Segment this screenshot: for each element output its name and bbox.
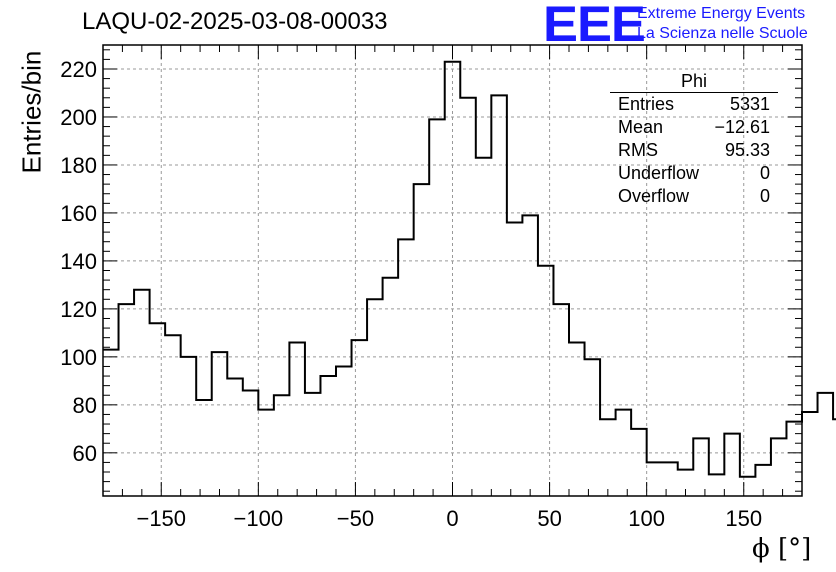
histogram-bin xyxy=(352,340,368,496)
histogram-bin xyxy=(227,378,243,496)
y-tick-label: 100 xyxy=(60,345,97,370)
histogram-bin xyxy=(398,239,414,496)
stats-row-mean: Mean −12.61 xyxy=(610,116,778,139)
logo-caption-line1: Extreme Energy Events xyxy=(637,5,806,22)
stats-box: Phi Entries 5331 Mean −12.61 RMS 95.33 U… xyxy=(610,70,778,208)
stats-value: 0 xyxy=(759,186,770,206)
histogram-bin xyxy=(476,158,492,496)
histogram-bin xyxy=(119,304,135,496)
stats-value: 95.33 xyxy=(724,140,770,160)
x-tick-label: 50 xyxy=(537,506,561,531)
stats-label: Underflow xyxy=(618,163,700,183)
x-tick-label: −50 xyxy=(337,506,374,531)
histogram-bin xyxy=(647,462,663,496)
y-tick-label: 220 xyxy=(60,57,97,82)
histogram-bin xyxy=(755,465,771,496)
histogram-bin xyxy=(367,299,383,496)
logo-caption: Extreme Energy Events La Scienza nelle S… xyxy=(637,4,808,44)
histogram-bin xyxy=(538,266,554,496)
stats-row-overflow: Overflow 0 xyxy=(610,185,778,208)
histogram-bin xyxy=(771,438,787,496)
histogram-bin xyxy=(196,400,212,496)
histogram-bin xyxy=(383,278,399,496)
plot-frame xyxy=(102,44,803,497)
histogram-bin xyxy=(786,422,802,496)
histogram-bin xyxy=(181,357,197,496)
histogram-bin xyxy=(103,350,119,496)
histogram-bin xyxy=(616,410,632,496)
x-tick-label: 0 xyxy=(446,506,458,531)
histogram-bin xyxy=(134,290,150,496)
y-tick-label: 180 xyxy=(60,153,97,178)
histogram-bin xyxy=(165,335,181,496)
histogram-bin xyxy=(709,474,725,496)
histogram-bin xyxy=(274,395,290,496)
histogram-bin xyxy=(414,184,430,496)
histogram-bin xyxy=(631,429,647,496)
x-axis-label: ϕ [°] xyxy=(752,534,812,564)
stats-label: Mean xyxy=(618,117,664,137)
histogram-bin xyxy=(569,342,585,496)
histogram-bin xyxy=(320,376,336,496)
histogram-bin xyxy=(678,470,694,496)
histogram-bin xyxy=(258,410,274,496)
y-tick-label: 160 xyxy=(60,201,97,226)
x-tick-label: −100 xyxy=(234,506,284,531)
histogram-bin xyxy=(662,462,678,496)
x-tick-label: −150 xyxy=(136,506,186,531)
histogram-bin xyxy=(818,393,834,496)
histogram-bin xyxy=(289,342,305,496)
histogram-bin xyxy=(445,62,461,496)
x-tick-label: 150 xyxy=(725,506,762,531)
histogram-bin xyxy=(212,352,228,496)
histogram-bin xyxy=(553,304,569,496)
histogram-bin xyxy=(585,359,601,496)
histogram-bin xyxy=(460,98,476,496)
stats-label: Entries xyxy=(618,94,675,114)
stats-label: Overflow xyxy=(618,186,690,206)
histogram-bin xyxy=(802,412,818,496)
histogram-bin xyxy=(600,419,616,496)
histogram-bin xyxy=(522,215,538,496)
stats-value: −12.61 xyxy=(714,117,770,137)
histogram-bin xyxy=(740,477,756,496)
histogram-line xyxy=(103,60,836,478)
x-tick-label: 100 xyxy=(628,506,665,531)
histogram-bin xyxy=(336,366,352,496)
y-tick-label: 60 xyxy=(73,441,97,466)
histogram-bin xyxy=(491,95,507,496)
histogram-bin xyxy=(243,390,259,496)
stats-row-entries: Entries 5331 xyxy=(610,93,778,116)
histogram-bin xyxy=(429,119,445,496)
histogram-bin xyxy=(724,434,740,496)
stats-title: Phi xyxy=(610,70,778,93)
y-tick-label: 140 xyxy=(60,249,97,274)
histogram-bin xyxy=(305,393,321,496)
stats-label: RMS xyxy=(618,140,658,160)
eee-logo: EEE xyxy=(543,0,646,52)
histogram-bin xyxy=(693,438,709,496)
histogram-bin xyxy=(507,223,523,496)
stats-row-underflow: Underflow 0 xyxy=(610,162,778,185)
stats-value: 0 xyxy=(759,163,770,183)
y-tick-label: 80 xyxy=(73,393,97,418)
stats-row-rms: RMS 95.33 xyxy=(610,139,778,162)
chart-title: LAQU-02-2025-03-08-00033 xyxy=(82,8,388,35)
stats-value: 5331 xyxy=(729,94,770,114)
y-tick-label: 200 xyxy=(60,105,97,130)
y-tick-label: 120 xyxy=(60,297,97,322)
logo-caption-line2: La Scienza nelle Scuole xyxy=(637,25,808,42)
histogram-bin xyxy=(150,323,166,496)
